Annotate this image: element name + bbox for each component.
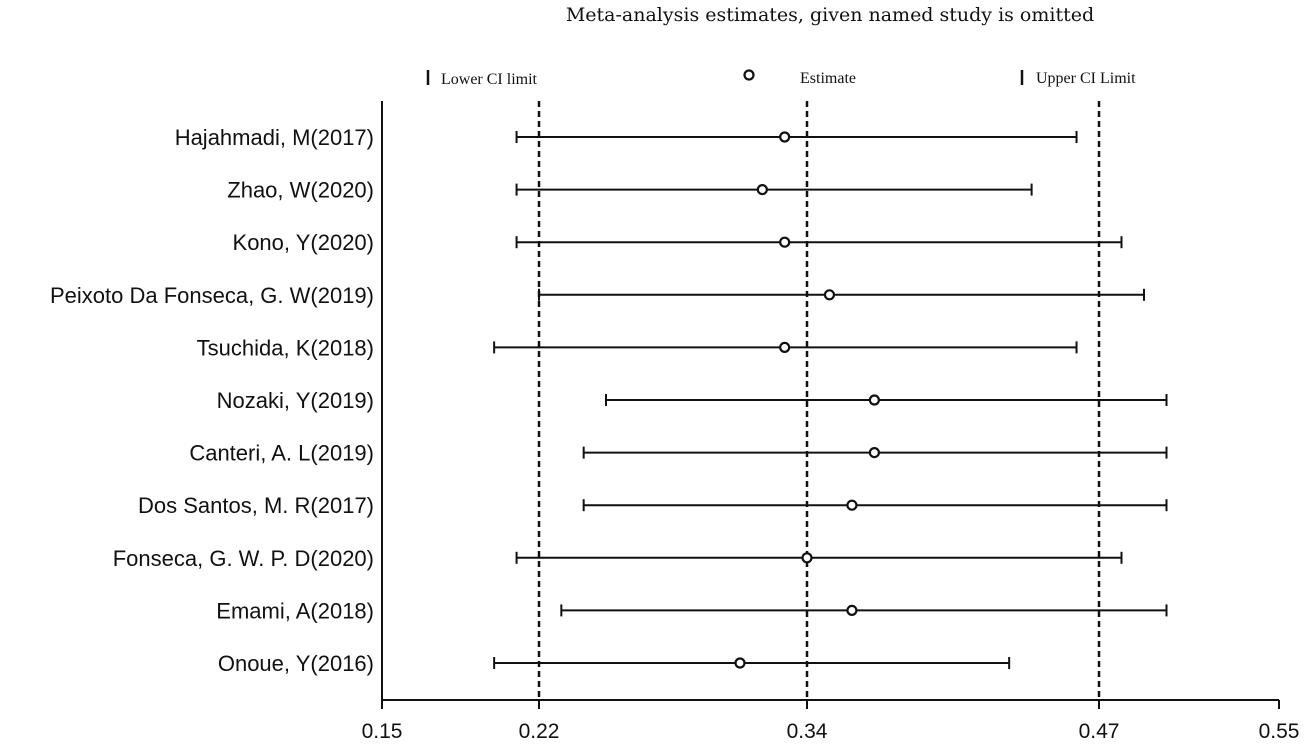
estimate-point: [779, 131, 791, 143]
legend-estimate-label: Estimate: [800, 70, 856, 87]
study-rows: Hajahmadi, M(2017) Zhao, W(2020) Kono, Y(2…: [50, 125, 1168, 676]
study-label: Nozaki, Y(2019): [217, 388, 374, 413]
study-row: Peixoto Da Fonseca, G. W(2019): [50, 283, 1145, 308]
estimate-point: [734, 657, 746, 669]
study-row: Tsuchida, K(2018): [197, 335, 1078, 360]
study-label: Fonseca, G. W. P. D(2020): [113, 546, 374, 571]
estimate-point: [779, 236, 791, 248]
legend-lower-label: Lower CI limit: [441, 71, 538, 88]
study-row: Fonseca, G. W. P. D(2020): [113, 546, 1123, 571]
estimate-point: [846, 604, 858, 617]
legend: Lower CI limit Estimate Upper CI Limit: [426, 69, 1136, 88]
study-label: Canteri, A. L(2019): [189, 441, 374, 466]
estimate-point: [868, 394, 880, 406]
legend-upper-label: Upper CI Limit: [1036, 70, 1136, 87]
study-row: Hajahmadi, M(2017): [175, 125, 1078, 150]
estimate-point: [846, 499, 858, 511]
chart-title: Meta-analysis estimates, given named stu…: [566, 4, 1094, 26]
x-tick-label-4: 0.55: [1259, 720, 1300, 743]
study-row: Emami, A(2018): [216, 598, 1168, 623]
x-tick-label-2: 0.34: [787, 720, 828, 743]
estimate-point: [801, 552, 813, 564]
x-axis-ticks: 0.15 0.22 0.34 0.47 0.55: [362, 700, 1300, 743]
study-row: Nozaki, Y(2019): [217, 388, 1168, 413]
x-tick-label-3: 0.47: [1079, 720, 1120, 743]
estimate-point: [756, 184, 768, 196]
study-row: Canteri, A. L(2019): [189, 441, 1168, 466]
legend-estimate-marker: [743, 69, 755, 81]
study-label: Emami, A(2018): [216, 598, 374, 623]
study-row: Onoue, Y(2016): [218, 651, 1011, 676]
x-tick-label-1: 0.22: [519, 720, 560, 743]
study-label: Hajahmadi, M(2017): [175, 125, 374, 150]
study-label: Onoue, Y(2016): [218, 651, 374, 676]
study-label: Kono, Y(2020): [233, 230, 374, 255]
study-label: Peixoto Da Fonseca, G. W(2019): [50, 283, 374, 308]
study-label: Dos Santos, M. R(2017): [138, 493, 374, 518]
estimate-point: [779, 341, 791, 353]
estimate-point: [823, 289, 836, 301]
study-row: Dos Santos, M. R(2017): [138, 493, 1168, 518]
axes: [381, 101, 1279, 701]
estimate-point: [868, 447, 880, 459]
x-tick-label-0: 0.15: [362, 720, 403, 743]
study-label: Tsuchida, K(2018): [197, 335, 374, 360]
study-label: Zhao, W(2020): [227, 178, 374, 203]
study-row: Zhao, W(2020): [227, 178, 1033, 203]
study-row: Kono, Y(2020): [233, 230, 1123, 255]
